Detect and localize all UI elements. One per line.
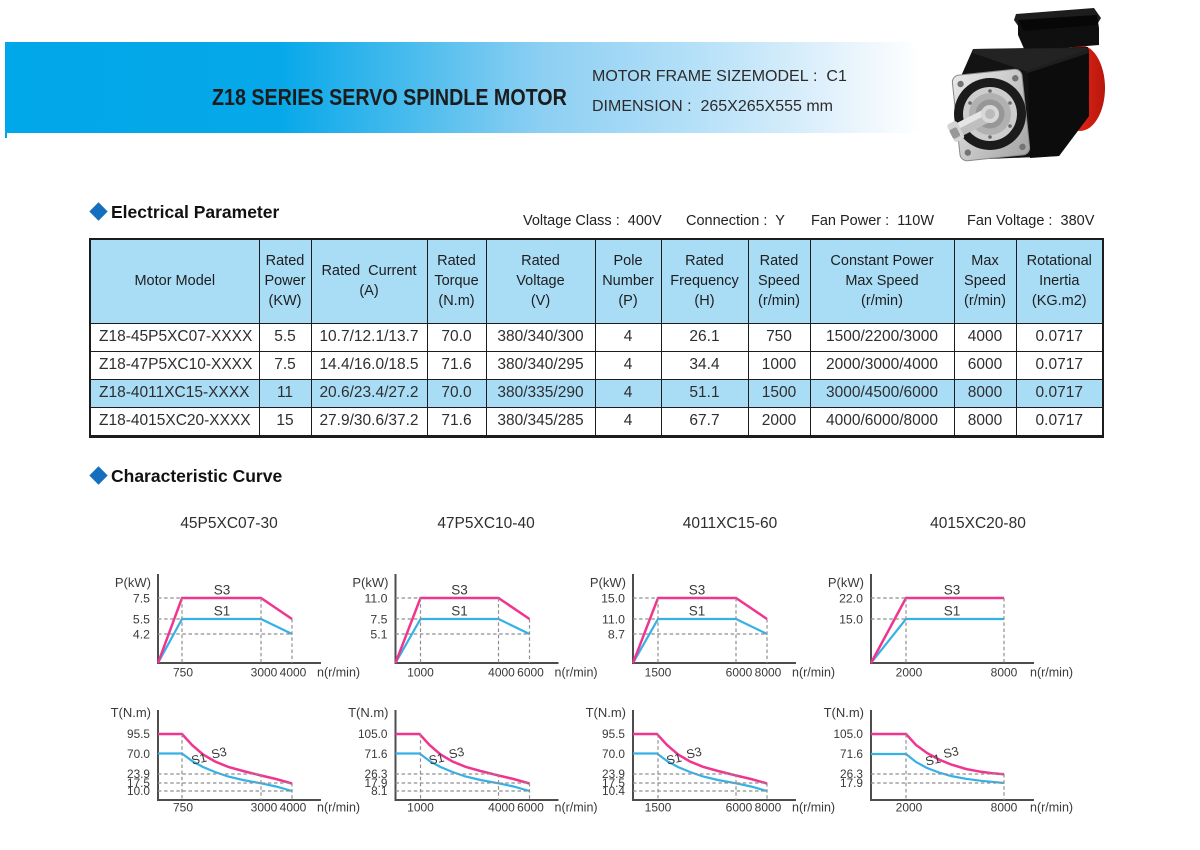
svg-text:70.0: 70.0 (602, 747, 625, 761)
svg-text:8000: 8000 (755, 666, 782, 680)
svg-text:105.0: 105.0 (833, 727, 863, 741)
svg-text:10.4: 10.4 (602, 784, 625, 798)
svg-text:4000: 4000 (488, 666, 515, 680)
svg-text:S3: S3 (214, 583, 231, 598)
svg-text:n(r/min): n(r/min) (317, 801, 360, 815)
svg-text:23.9: 23.9 (127, 767, 150, 781)
svg-text:750: 750 (173, 666, 193, 680)
svg-text:S1: S1 (190, 751, 208, 768)
svg-text:2000: 2000 (896, 801, 923, 815)
svg-text:4.2: 4.2 (133, 627, 150, 641)
svg-text:17.5: 17.5 (602, 776, 625, 790)
svg-text:S3: S3 (942, 744, 960, 761)
svg-text:17.9: 17.9 (840, 776, 863, 790)
svg-text:T(N.m): T(N.m) (348, 705, 388, 720)
svg-text:P(kW): P(kW) (115, 575, 151, 590)
svg-text:S1: S1 (428, 751, 446, 768)
svg-text:15.0: 15.0 (601, 591, 625, 605)
svg-text:4000: 4000 (280, 666, 307, 680)
svg-text:T(N.m): T(N.m) (111, 705, 151, 720)
svg-text:5.5: 5.5 (133, 612, 150, 626)
svg-text:n(r/min): n(r/min) (792, 801, 835, 815)
svg-text:23.9: 23.9 (602, 767, 625, 781)
svg-text:S3: S3 (685, 745, 703, 762)
svg-text:7.5: 7.5 (370, 612, 387, 626)
svg-text:8.7: 8.7 (608, 627, 625, 641)
svg-text:750: 750 (173, 801, 193, 815)
svg-text:71.6: 71.6 (365, 747, 388, 761)
svg-text:15.0: 15.0 (839, 612, 863, 626)
svg-text:n(r/min): n(r/min) (555, 666, 598, 680)
svg-text:S3: S3 (944, 583, 961, 598)
svg-text:n(r/min): n(r/min) (317, 666, 360, 680)
svg-text:P(kW): P(kW) (352, 575, 388, 590)
svg-text:105.0: 105.0 (358, 727, 388, 741)
svg-text:T(N.m): T(N.m) (824, 705, 864, 720)
svg-text:2000: 2000 (896, 666, 923, 680)
svg-text:17.5: 17.5 (127, 776, 150, 790)
svg-text:8000: 8000 (755, 801, 782, 815)
svg-text:S1: S1 (451, 604, 468, 619)
svg-text:1000: 1000 (407, 801, 434, 815)
svg-text:S1: S1 (924, 752, 942, 769)
svg-text:S3: S3 (210, 745, 228, 762)
svg-text:P(kW): P(kW) (590, 575, 626, 590)
svg-text:5.1: 5.1 (370, 627, 387, 641)
svg-text:n(r/min): n(r/min) (555, 801, 598, 815)
svg-text:S3: S3 (451, 583, 468, 598)
svg-text:6000: 6000 (517, 801, 544, 815)
svg-text:P(kW): P(kW) (828, 575, 864, 590)
svg-text:3000: 3000 (251, 801, 278, 815)
svg-text:6000: 6000 (726, 801, 753, 815)
svg-text:10.0: 10.0 (127, 784, 150, 798)
svg-text:n(r/min): n(r/min) (1030, 666, 1073, 680)
svg-text:S1: S1 (214, 604, 231, 619)
svg-text:1000: 1000 (407, 666, 434, 680)
svg-text:22.0: 22.0 (839, 591, 863, 605)
svg-text:8000: 8000 (991, 666, 1018, 680)
svg-text:95.5: 95.5 (602, 727, 625, 741)
svg-text:S1: S1 (665, 751, 683, 768)
svg-text:6000: 6000 (517, 666, 544, 680)
svg-text:17.9: 17.9 (365, 776, 388, 790)
svg-text:71.6: 71.6 (840, 747, 863, 761)
svg-text:1500: 1500 (645, 666, 672, 680)
svg-text:S1: S1 (689, 604, 706, 619)
svg-text:n(r/min): n(r/min) (792, 666, 835, 680)
svg-text:26.3: 26.3 (840, 767, 863, 781)
svg-text:4000: 4000 (280, 801, 307, 815)
svg-text:6000: 6000 (726, 666, 753, 680)
svg-text:n(r/min): n(r/min) (1030, 801, 1073, 815)
svg-text:4000: 4000 (488, 801, 515, 815)
svg-text:S1: S1 (944, 604, 961, 619)
svg-text:11.0: 11.0 (364, 591, 387, 605)
svg-text:70.0: 70.0 (127, 747, 150, 761)
svg-text:7.5: 7.5 (133, 591, 150, 605)
svg-text:8000: 8000 (991, 801, 1018, 815)
svg-text:95.5: 95.5 (127, 727, 150, 741)
svg-text:11.0: 11.0 (602, 612, 625, 626)
svg-text:S3: S3 (448, 745, 466, 762)
svg-text:1500: 1500 (645, 801, 672, 815)
svg-text:8.1: 8.1 (371, 784, 387, 798)
svg-text:S3: S3 (689, 583, 706, 598)
svg-text:3000: 3000 (251, 666, 278, 680)
svg-text:26.3: 26.3 (365, 767, 388, 781)
svg-text:T(N.m): T(N.m) (586, 705, 626, 720)
